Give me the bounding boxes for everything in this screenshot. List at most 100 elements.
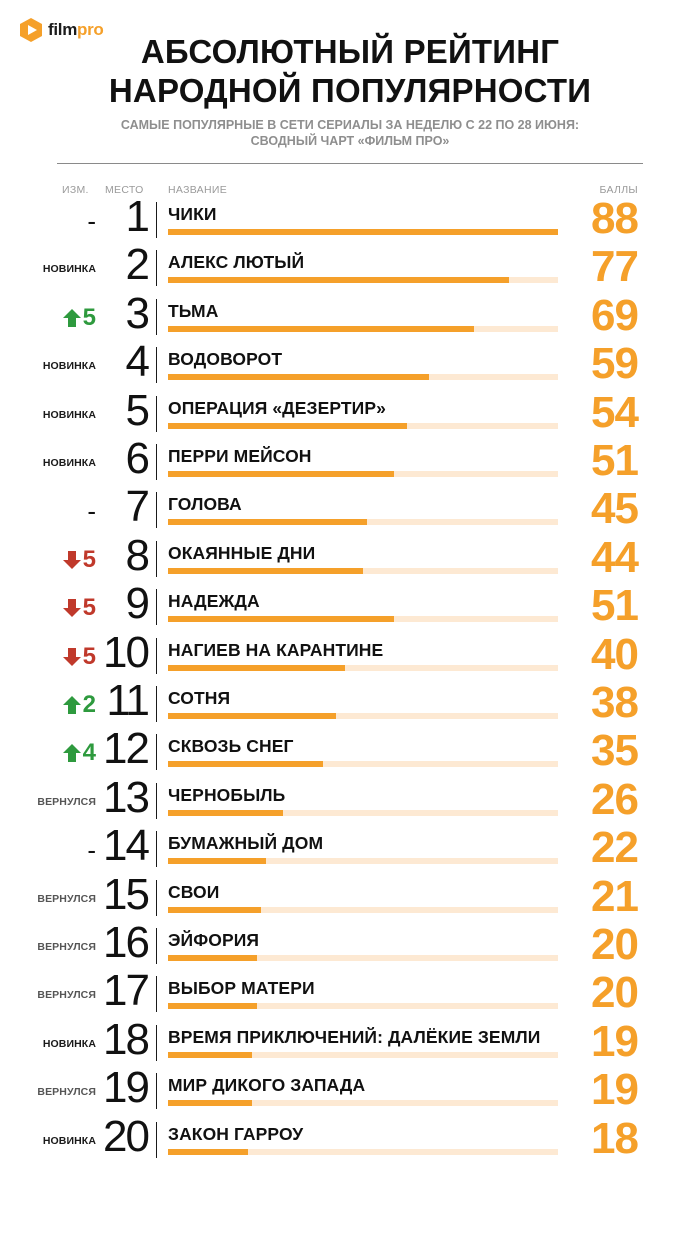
change-indicator: 2 xyxy=(62,681,96,729)
series-name: ГОЛОВА xyxy=(168,494,242,515)
chart-row: НОВИНКА 20 ЗАКОН ГАРРОУ 18 xyxy=(0,1112,700,1165)
score-value: 21 xyxy=(591,871,639,921)
bar-track xyxy=(168,422,558,429)
column-header-place: МЕСТО xyxy=(105,184,144,196)
score-value: 20 xyxy=(591,920,639,969)
place-number: 6 xyxy=(125,434,151,483)
row-separator xyxy=(156,347,157,384)
series-name: МИР ДИКОГО ЗАПАДА xyxy=(168,1075,366,1096)
new-badge: НОВИНКА xyxy=(42,1134,96,1147)
chart-row: -1 ЧИКИ 88 xyxy=(0,193,700,245)
bar xyxy=(168,1148,248,1155)
rank-up: 4 xyxy=(62,739,96,767)
rank-change-value: 5 xyxy=(82,642,96,670)
bar xyxy=(168,809,283,816)
arrow-up-icon xyxy=(62,308,81,327)
rank-down: 5 xyxy=(62,546,96,574)
row-separator xyxy=(156,782,157,819)
score-value: 19 xyxy=(591,1065,639,1115)
chart-row: НОВИНКА 18 ВРЕМЯ ПРИКЛЮЧЕНИЙ: ДАЛЁКИЕ ЗЕМЛ… xyxy=(0,1015,700,1068)
rank-change-value: 5 xyxy=(82,303,96,331)
rank-up: 2 xyxy=(62,691,96,719)
place-number: 5 xyxy=(125,385,151,435)
arrow-up-icon xyxy=(62,696,81,714)
change-indicator: 5 xyxy=(62,294,96,342)
chart-row: 5 3 ТЬМА 69 xyxy=(0,289,700,342)
chart-row: 2 11 СОТНЯ 38 xyxy=(0,677,700,729)
bar-track xyxy=(168,1148,558,1155)
returned-badge: ВЕРНУЛСЯ xyxy=(37,892,96,905)
bar xyxy=(168,906,261,913)
chart-row: НОВИНКА 4 ВОДОВОРОТ 59 xyxy=(0,338,700,390)
row-separator xyxy=(156,976,157,1013)
bar xyxy=(168,713,336,719)
new-badge: НОВИНКА xyxy=(42,1037,96,1050)
new-badge: НОВИНКА xyxy=(42,360,96,373)
series-name: ПЕРРИ МЕЙСОН xyxy=(168,446,312,466)
change-indicator: НОВИНКА xyxy=(43,245,96,293)
score-value: 51 xyxy=(591,436,639,485)
change-indicator: ВЕРНУЛСЯ xyxy=(37,778,96,826)
chart-row: НОВИНКА 2 АЛЕКС ЛЮТЫЙ 77 xyxy=(0,241,700,293)
score-value: 38 xyxy=(591,678,639,727)
row-separator xyxy=(156,589,157,626)
row-separator xyxy=(156,298,157,335)
logo-wordmark: filmpro xyxy=(48,20,104,39)
series-name: ВРЕМЯ ПРИКЛЮЧЕНИЙ: ДАЛЁКИЕ ЗЕМЛИ xyxy=(168,1026,541,1047)
row-separator xyxy=(156,1024,157,1061)
chart-row: -7 ГОЛОВА 45 xyxy=(0,483,700,535)
change-indicator: ВЕРНУЛСЯ xyxy=(37,1068,96,1116)
returned-badge: ВЕРНУЛСЯ xyxy=(37,989,96,1002)
row-separator xyxy=(156,250,157,287)
change-indicator: 5 xyxy=(62,536,96,584)
arrow-down-icon xyxy=(62,599,81,618)
series-name: НАГИЕВ НА КАРАНТИНЕ xyxy=(168,639,384,660)
score-value: 35 xyxy=(591,726,639,776)
chart-row: ВЕРНУЛСЯ 17 ВЫБОР МАТЕРИ 20 xyxy=(0,967,700,1019)
row-separator xyxy=(156,1121,157,1158)
score-value: 54 xyxy=(591,387,639,437)
change-indicator: НОВИНКА xyxy=(43,391,96,439)
series-name: ТЬМА xyxy=(168,300,219,321)
returned-badge: ВЕРНУЛСЯ xyxy=(37,941,96,953)
bar-track xyxy=(168,374,558,381)
series-name: ОПЕРАЦИЯ «ДЕЗЕРТИР» xyxy=(168,397,386,418)
subtitle-line-2: СВОДНЫЙ ЧАРТ «ФИЛЬМ ПРО» xyxy=(250,134,450,148)
series-name: АЛЕКС ЛЮТЫЙ xyxy=(168,252,305,273)
row-separator xyxy=(156,444,157,480)
row-separator xyxy=(156,540,157,577)
bar xyxy=(168,616,394,623)
play-logo-icon xyxy=(20,18,42,42)
row-separator xyxy=(156,879,157,916)
bar-track xyxy=(168,1003,558,1010)
place-number: 11 xyxy=(106,676,150,725)
title-line-1: АБСОЛЮТНЫЙ РЕЙТИНГ xyxy=(140,33,560,70)
chart-title: АБСОЛЮТНЫЙ РЕЙТИНГ НАРОДНОЙ ПОПУЛЯРНОСТИ xyxy=(0,32,700,110)
subtitle-line-1: САМЫЕ ПОПУЛЯРНЫЕ В СЕТИ СЕРИАЛЫ ЗА НЕДЕЛ… xyxy=(120,118,580,132)
place-number: 14 xyxy=(103,821,150,871)
bar-track xyxy=(168,325,558,332)
change-indicator: 5 xyxy=(62,633,96,681)
chart-row: НОВИНКА 5 ОПЕРАЦИЯ «ДЕЗЕРТИР» 54 xyxy=(0,386,700,439)
returned-badge: ВЕРНУЛСЯ xyxy=(37,795,96,808)
change-indicator: НОВИНКА xyxy=(43,1020,96,1068)
series-name: СКВОЗЬ СНЕГ xyxy=(168,736,294,757)
returned-badge: ВЕРНУЛСЯ xyxy=(37,1086,96,1099)
chart-row: 5 10 НАГИЕВ НА КАРАНТИНЕ 40 xyxy=(0,628,700,681)
row-separator xyxy=(156,831,157,868)
chart-row: ВЕРНУЛСЯ 19 МИР ДИКОГО ЗАПАДА 19 xyxy=(0,1064,700,1116)
change-indicator: ВЕРНУЛСЯ xyxy=(37,923,96,971)
bar xyxy=(168,664,345,671)
series-name: НАДЕЖДА xyxy=(168,591,260,612)
chart-row: ВЕРНУЛСЯ 16 ЭЙФОРИЯ 20 xyxy=(0,919,700,971)
bar-track xyxy=(168,809,558,816)
bar-track xyxy=(168,229,558,235)
column-header-score: БАЛЛЫ xyxy=(599,184,638,196)
bar-track xyxy=(168,1100,558,1107)
score-value: 45 xyxy=(591,484,639,534)
score-value: 51 xyxy=(591,581,639,631)
series-name: ЧИКИ xyxy=(168,204,217,224)
no-change-dash: - xyxy=(87,205,96,236)
chart-row: 5 9 НАДЕЖДА 51 xyxy=(0,580,700,632)
bar xyxy=(168,858,266,865)
